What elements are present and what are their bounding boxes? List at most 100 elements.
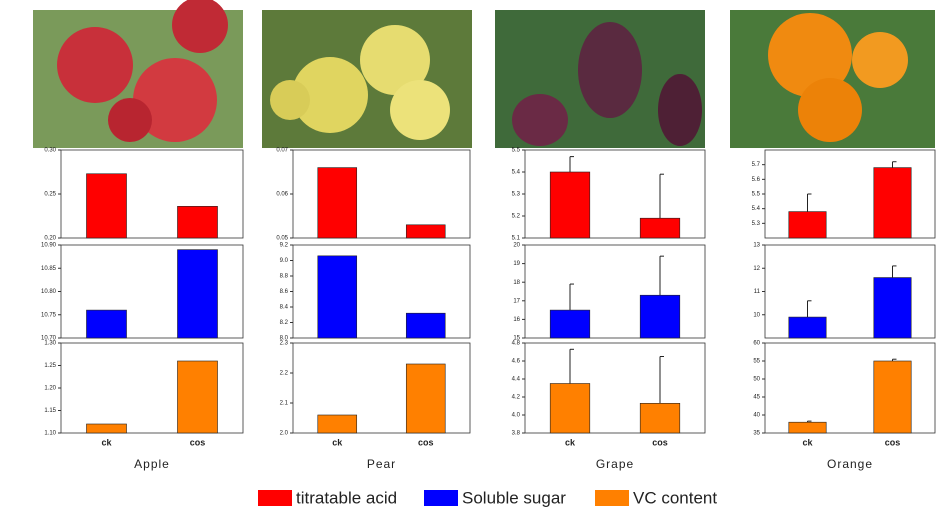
plot-frame [292,342,471,434]
y-tick-label: 5.5 [752,192,761,198]
y-tick-label: 5.2 [512,214,521,220]
bar [86,423,127,434]
bar [873,167,912,239]
y-tick-label: 10 [753,312,760,318]
y-tick-label: 40 [753,413,760,419]
y-tick-label: 1.30 [44,341,56,347]
bar [873,277,912,339]
y-tick-label: 8.2 [280,320,289,326]
bar [788,211,827,239]
bar [549,383,591,434]
y-tick-label: 13 [753,243,760,249]
x-axis-label: Grape [596,457,634,471]
bar [177,206,218,239]
y-tick-label: 16 [513,317,520,323]
bar [549,171,591,239]
x-tick-label: ck [101,437,112,447]
legend-label: VC content [633,488,717,507]
bar [405,312,446,339]
x-tick-label: cos [418,437,434,447]
bar [549,309,591,339]
y-tick-label: 2.2 [280,371,289,377]
y-tick-label: 10.75 [41,312,57,318]
y-tick-label: 8.8 [280,274,289,280]
y-tick-label: 0.25 [44,192,56,198]
y-tick-label: 4.8 [512,341,521,347]
y-tick-label: 10.80 [41,289,57,295]
x-axis-label: Orange [827,457,873,471]
y-tick-label: 0.20 [44,236,56,242]
legend-swatch [258,490,292,506]
photo-pear [262,10,472,148]
y-tick-label: 10.70 [41,336,57,342]
y-tick-label: 5.6 [752,177,761,183]
bar [317,167,358,239]
y-tick-label: 5.3 [752,221,761,227]
y-tick-label: 4.2 [512,395,521,401]
y-tick-label: 2.1 [280,401,289,407]
photo-orange [730,10,935,148]
y-tick-label: 5.3 [512,192,521,198]
legend-label: Soluble sugar [462,488,566,507]
bar [788,316,827,339]
bar [405,363,446,434]
plot-frame [764,342,936,434]
bar [639,402,681,434]
x-tick-label: ck [565,437,576,447]
y-tick-label: 5.4 [752,206,761,212]
y-tick-label: 18 [513,280,520,286]
y-tick-label: 11 [754,289,761,295]
y-tick-label: 17 [513,298,520,304]
y-tick-label: 1.25 [44,363,56,369]
photo-apple [33,0,243,148]
y-tick-label: 5.4 [512,170,521,176]
y-tick-label: 9.2 [280,243,289,249]
y-tick-label: 10.90 [41,243,57,249]
y-tick-label: 2.3 [280,341,289,347]
x-tick-label: cos [190,437,206,447]
y-tick-label: 0.06 [276,192,288,198]
y-tick-label: 4.4 [512,377,521,383]
y-tick-label: 12 [753,266,760,272]
y-tick-label: 3.8 [512,431,521,437]
y-tick-label: 35 [753,431,760,437]
y-tick-label: 45 [753,395,760,401]
legend: titratable acid Soluble sugar VC content [258,488,717,507]
y-tick-label: 8.4 [280,305,289,311]
plot-frame [524,244,706,339]
y-tick-label: 8.6 [280,289,289,295]
y-tick-label: 1.20 [44,386,56,392]
bar [639,294,681,339]
x-tick-label: ck [802,437,813,447]
bar [177,249,218,339]
y-tick-label: 20 [513,243,520,249]
y-tick-label: 50 [753,377,760,383]
y-tick-label: 0.30 [44,148,56,154]
x-tick-label: cos [885,437,901,447]
x-tick-label: ck [332,437,343,447]
y-tick-label: 1.15 [44,408,56,414]
bar [86,309,127,339]
bar [788,421,827,434]
y-tick-label: 5.5 [512,148,521,154]
x-axis-label: Apple [134,457,170,471]
y-tick-label: 1.10 [44,431,56,437]
legend-swatch [424,490,458,506]
legend-swatch [595,490,629,506]
y-tick-label: 2.0 [280,431,289,437]
bar [873,360,912,434]
bar [405,224,446,239]
y-tick-label: 15 [513,336,520,342]
x-tick-label: cos [652,437,668,447]
legend-label: titratable acid [296,488,397,507]
photo-grape [495,10,705,148]
y-tick-label: 5.7 [752,162,761,168]
bar [86,173,127,239]
y-tick-label: 4.6 [512,359,521,365]
y-tick-label: 0.07 [276,148,288,154]
x-axis-label: Pear [367,457,396,471]
y-tick-label: 0.05 [276,236,288,242]
bar [639,217,681,239]
bar [317,255,358,339]
